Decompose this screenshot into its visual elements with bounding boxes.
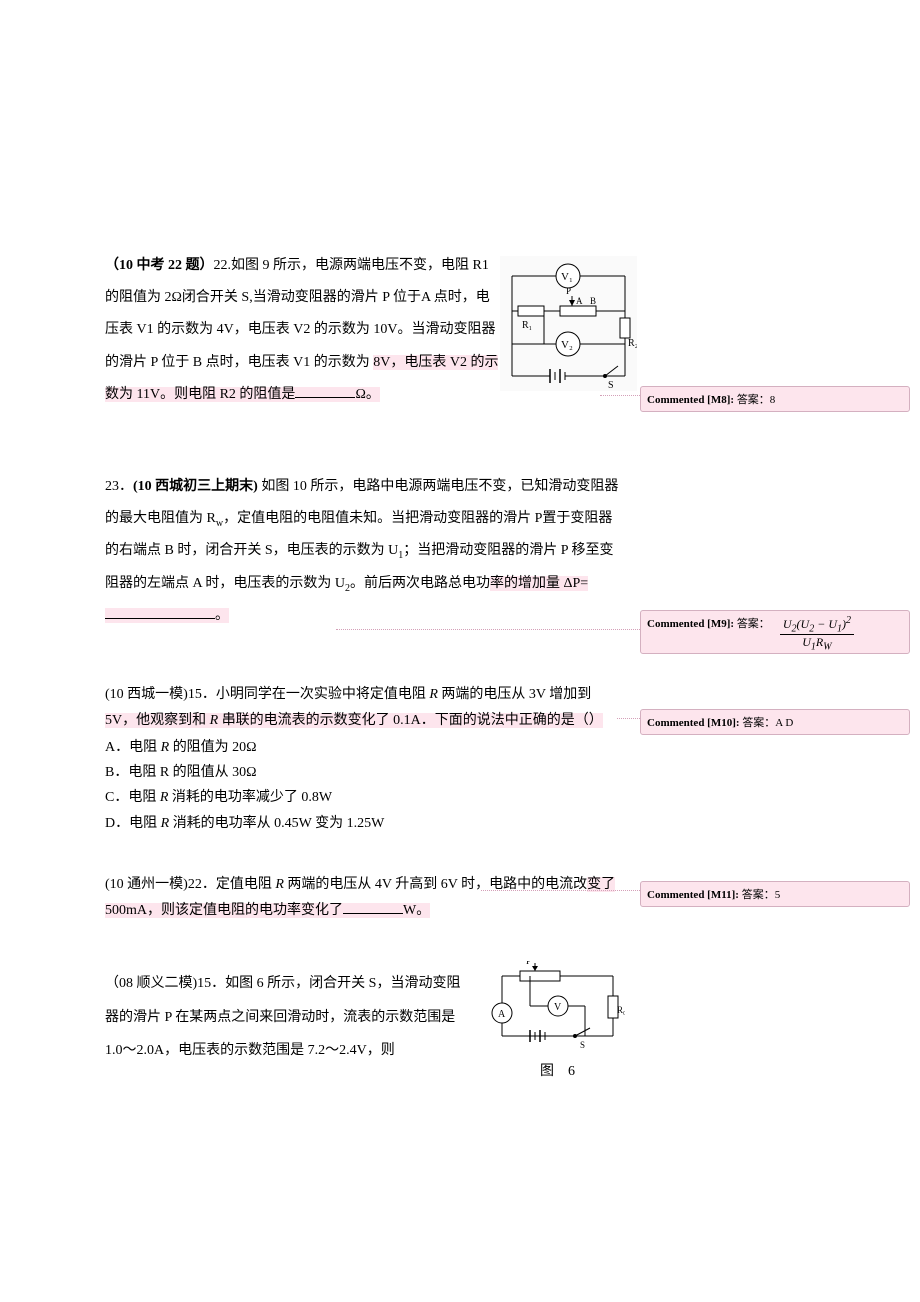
comment-m10: Commented [M10]: 答案：A D [640, 709, 910, 735]
svg-text:V₂: V₂ [561, 339, 573, 351]
svg-text:S: S [580, 1040, 585, 1050]
circuit-diagram-2: P V A R₀ S [490, 961, 625, 1051]
svg-text:V: V [554, 1002, 562, 1013]
comment-m9-formula: U2(U2 − U1)2 U1RW [780, 615, 854, 653]
svg-text:B: B [590, 296, 596, 306]
comment-connector-m11 [481, 890, 640, 891]
svg-text:A: A [498, 1009, 506, 1020]
q2-blank [105, 605, 215, 619]
comment-connector-m8 [600, 395, 640, 396]
svg-text:A: A [576, 296, 583, 306]
q2-prefix: (10 西城初三上期末) [133, 479, 258, 494]
svg-text:R₀: R₀ [617, 1005, 625, 1015]
q2-body4: 。前后两次电路总电功 [350, 576, 490, 591]
q3-highlight: 5V，他观察到和 R 串联的电流表的示数变化了 0.1A．下面的说法中正确的是（… [105, 713, 603, 728]
question-5: P V A R₀ S [105, 967, 623, 1068]
question-4: (10 通州一模)22．定值电阻 R 两端的电压从 4V 升高到 6V 时，电路… [105, 872, 623, 925]
svg-text:S: S [608, 380, 614, 391]
q4-blank [343, 900, 403, 914]
question-3: (10 西城一模)15．小明同学在一次实验中将定值电阻 R 两端的电压从 3V … [105, 682, 623, 836]
comment-connector-m10 [617, 718, 640, 719]
q3-option-a: A．电阻 R 的阻值为 20Ω [105, 735, 623, 760]
svg-text:R₁: R₁ [522, 320, 532, 331]
svg-text:V₁: V₁ [561, 271, 573, 283]
document-content: S V₁ V₂ R₁ P A B R₂ [105, 250, 623, 1104]
q1-body: 22.如图 9 所示，电源两端电压不变，电阻 R1 的阻值为 2Ω闭合开关 S,… [105, 258, 495, 370]
question-2: 23．(10 西城初三上期末) 如图 10 所示，电路中电源两端电压不变，已知滑… [105, 471, 623, 632]
comment-connector-m9 [336, 629, 640, 630]
svg-text:P: P [526, 961, 531, 966]
q1-blank [295, 384, 355, 398]
q3-option-c: C．电阻 R 消耗的电功率减少了 0.8W [105, 785, 623, 810]
q1-prefix: （10 中考 22 题） [105, 258, 214, 273]
svg-text:R₂: R₂ [628, 338, 637, 349]
comment-m8: Commented [M8]: 答案：8 [640, 386, 910, 412]
question-1: S V₁ V₂ R₁ P A B R₂ [105, 250, 623, 411]
q3-prefix: (10 西城一模)15．小明同学在一次实验中将定值电阻 [105, 687, 426, 702]
q3-option-b: B．电阻 R 的阻值从 30Ω [105, 760, 623, 785]
comment-m9: Commented [M9]: 答案： U2(U2 − U1)2 U1RW [640, 610, 910, 654]
circuit-diagram-1: S V₁ V₂ R₁ P A B R₂ [500, 256, 637, 391]
q5-body: （08 顺义二模)15．如图 6 所示，闭合开关 S，当滑动变阻器的滑片 P 在… [105, 976, 460, 1058]
q3-option-d: D．电阻 R 消耗的电功率从 0.45W 变为 1.25W [105, 811, 623, 836]
comment-m11: Commented [M11]: 答案：5 [640, 881, 910, 907]
q2-num: 23． [105, 479, 133, 494]
fig6-caption: 图 6 [490, 1060, 625, 1080]
q4-prefix: (10 通州一模)22．定值电阻 [105, 877, 272, 892]
svg-text:P: P [566, 286, 571, 296]
